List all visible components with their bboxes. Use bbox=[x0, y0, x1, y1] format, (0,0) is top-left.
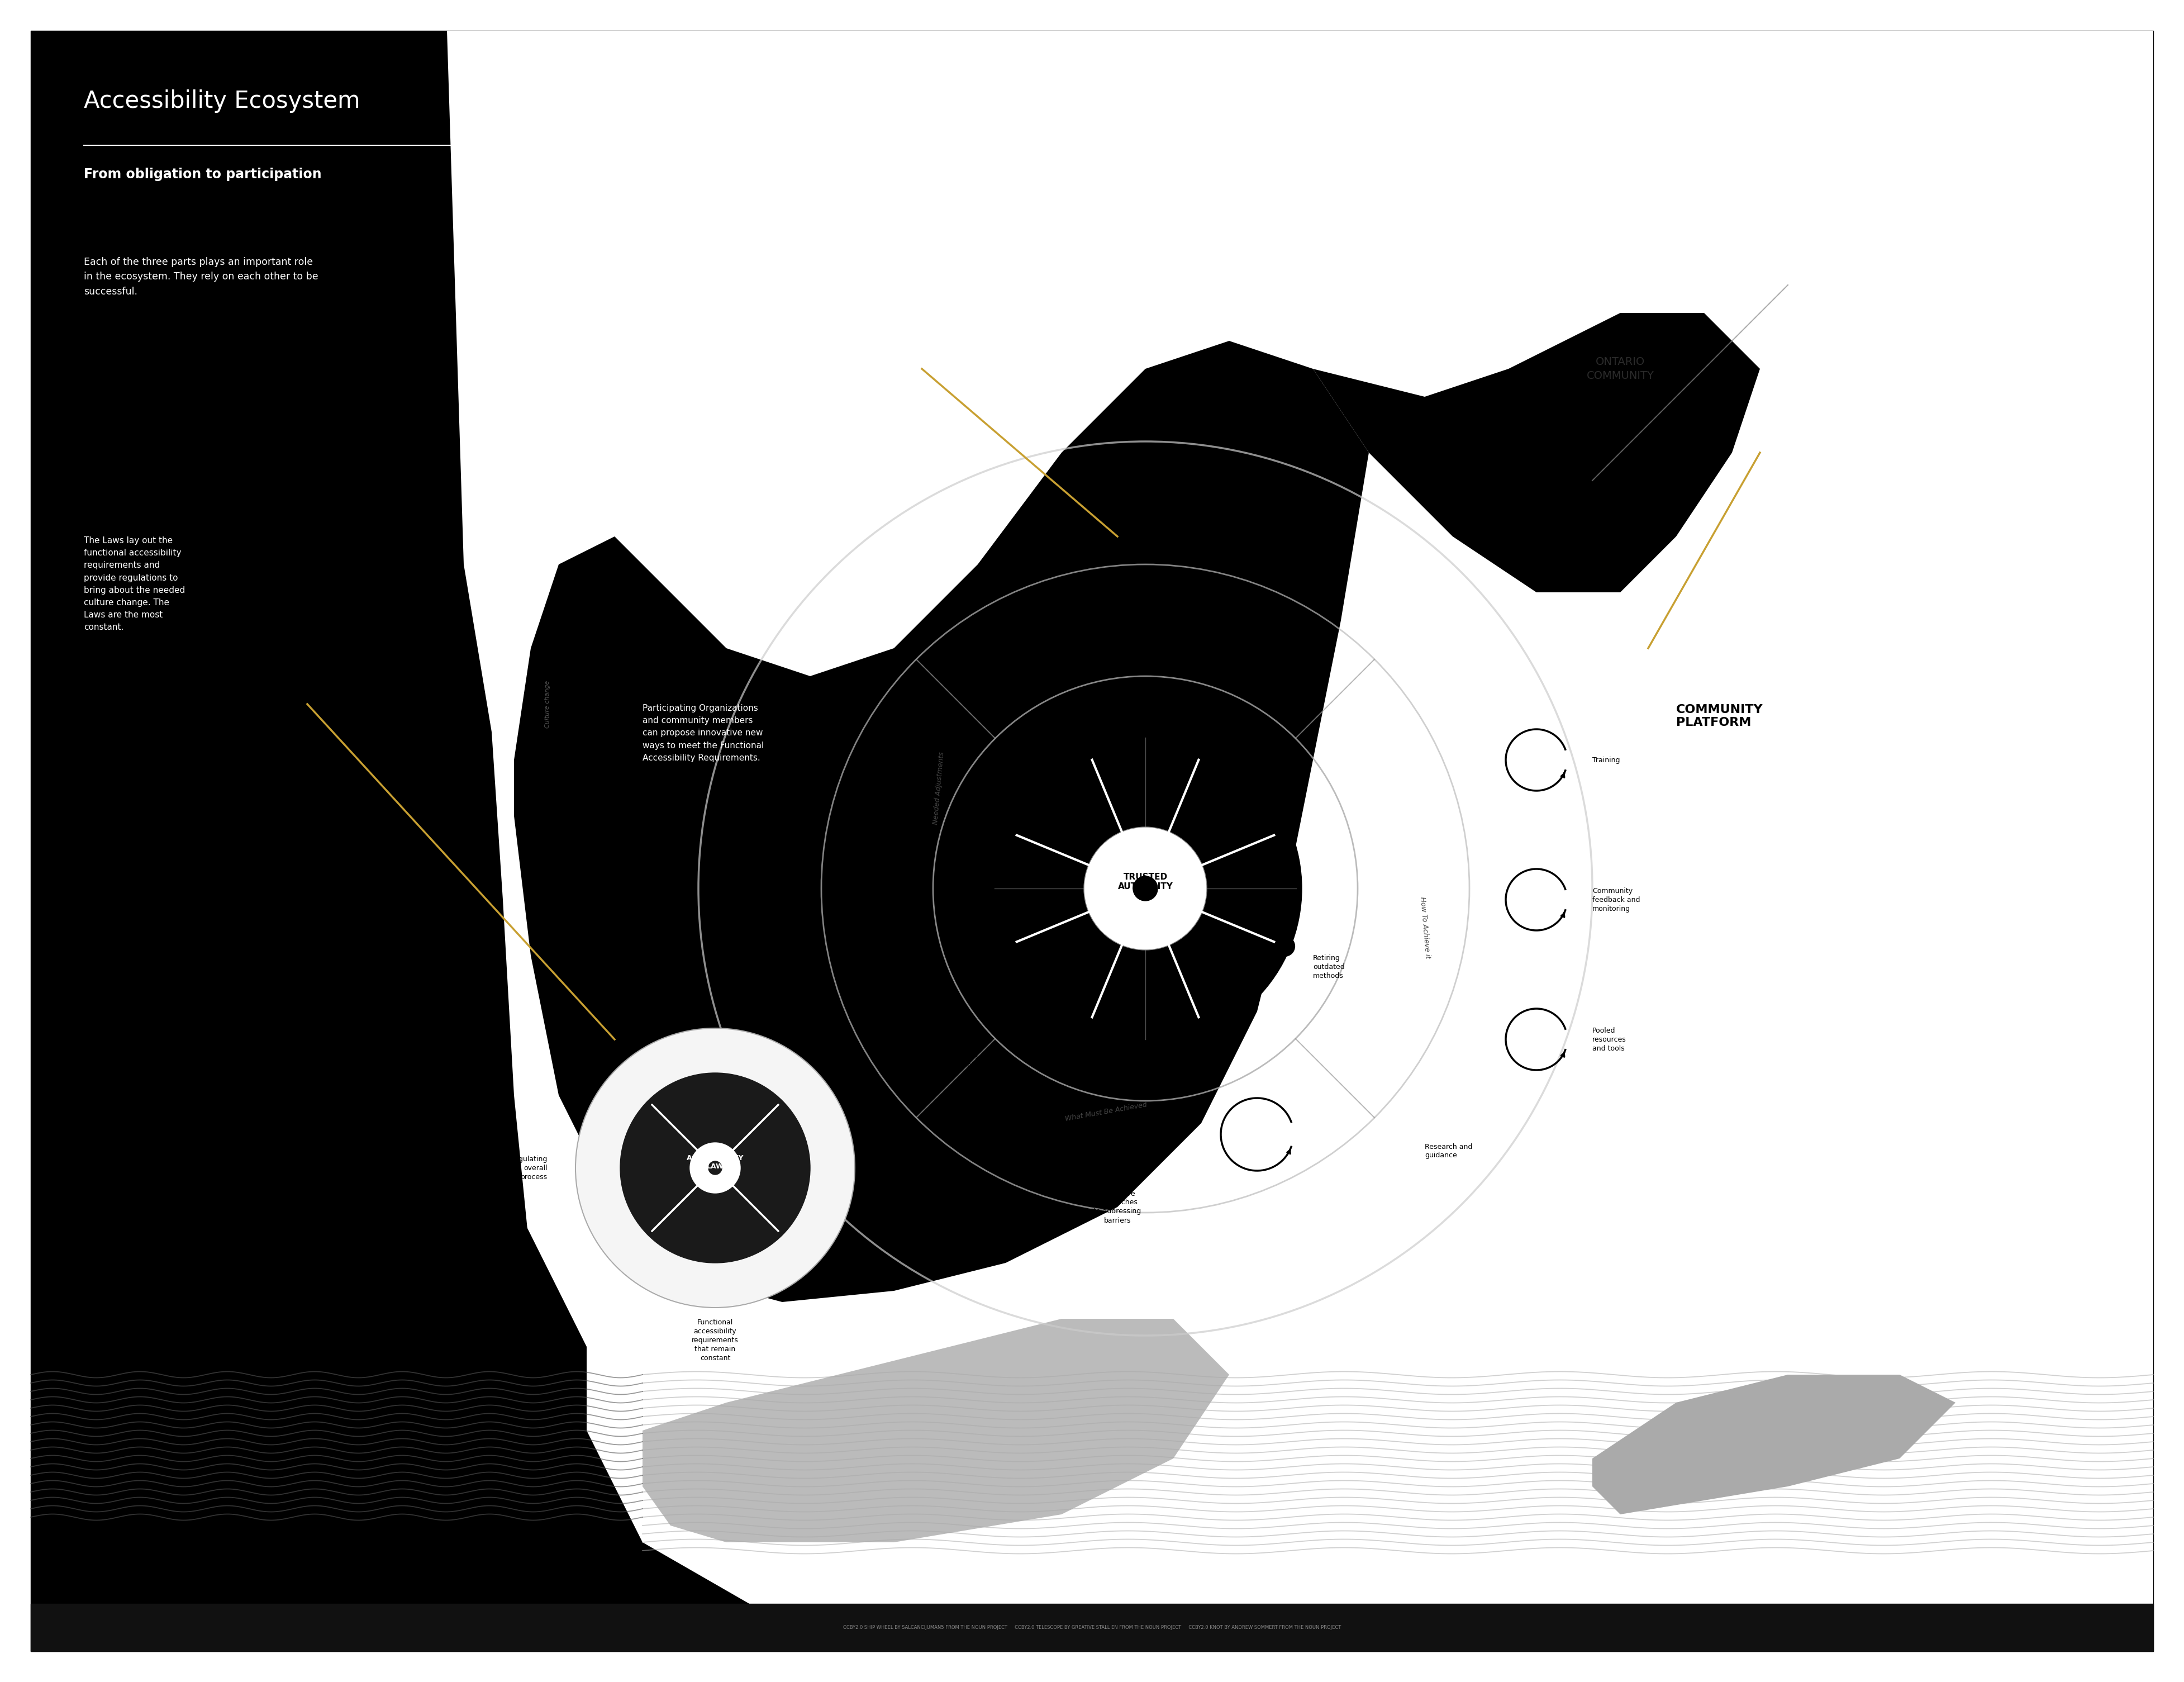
Text: The Trusted Authority is
responsible for keeping the
qualifying methods for
meet: The Trusted Authority is responsible for… bbox=[642, 341, 760, 449]
Text: Accessibility Ecosystem: Accessibility Ecosystem bbox=[83, 89, 360, 113]
Text: Functional
accessibility
requirements
that remain
constant: Functional accessibility requirements th… bbox=[692, 1319, 738, 1362]
Text: Retiring
outdated
methods: Retiring outdated methods bbox=[1313, 954, 1345, 979]
Circle shape bbox=[1083, 828, 1208, 950]
Circle shape bbox=[1192, 738, 1212, 759]
Circle shape bbox=[708, 1161, 723, 1174]
Circle shape bbox=[1077, 738, 1099, 759]
Circle shape bbox=[574, 1028, 854, 1307]
Circle shape bbox=[996, 937, 1016, 957]
Polygon shape bbox=[1592, 1374, 1955, 1514]
Text: Participating Organizations
and community members
can propose innovative new
way: Participating Organizations and communit… bbox=[642, 705, 764, 762]
Text: From obligation to participation: From obligation to participation bbox=[83, 168, 321, 182]
Text: Pooled
resources
and tools: Pooled resources and tools bbox=[1592, 1026, 1627, 1051]
Text: The Community Platform is
the place where new ideas,
tools, resources, training,: The Community Platform is the place wher… bbox=[1760, 341, 1878, 412]
Text: ACCESSIBILITY
LAW: ACCESSIBILITY LAW bbox=[686, 1154, 745, 1171]
Text: Training: Training bbox=[1592, 757, 1621, 764]
Text: ONTARIO
COMMUNITY: ONTARIO COMMUNITY bbox=[1586, 357, 1653, 382]
Polygon shape bbox=[448, 30, 2153, 1652]
Text: Regulating
overall
process: Regulating overall process bbox=[509, 1156, 548, 1181]
Text: The Laws lay out the
functional accessibility
requirements and
provide regulatio: The Laws lay out the functional accessib… bbox=[83, 537, 186, 632]
Bar bbox=[31, 1603, 2153, 1652]
Text: Culture change: Culture change bbox=[544, 680, 550, 728]
Text: What Must Be Achieved: What Must Be Achieved bbox=[1066, 1102, 1149, 1124]
Text: How To Achieve it: How To Achieve it bbox=[1417, 897, 1431, 959]
Text: Research and
guidance: Research and guidance bbox=[1424, 1144, 1472, 1159]
Circle shape bbox=[996, 821, 1016, 841]
Text: CCBY2.0 SHIP WHEEL BY SALCANCIJUMAN5 FROM THE NOUN PROJECT     CCBY2.0 TELESCOPE: CCBY2.0 SHIP WHEEL BY SALCANCIJUMAN5 FRO… bbox=[843, 1625, 1341, 1630]
Circle shape bbox=[989, 732, 1302, 1045]
Text: Qualifying
innovative
methods: Qualifying innovative methods bbox=[1241, 674, 1278, 700]
Circle shape bbox=[1275, 821, 1295, 841]
Circle shape bbox=[1192, 1018, 1212, 1038]
Text: Community
feedback and
monitoring: Community feedback and monitoring bbox=[1592, 886, 1640, 912]
Text: Measures that
bring about
long-term
culture change: Measures that bring about long-term cult… bbox=[782, 994, 834, 1028]
Polygon shape bbox=[642, 1319, 1230, 1542]
Polygon shape bbox=[1313, 313, 1760, 592]
Circle shape bbox=[620, 1073, 810, 1263]
Polygon shape bbox=[513, 341, 1369, 1302]
Polygon shape bbox=[31, 1179, 587, 1559]
Text: Ensuring tools
and resources
are available: Ensuring tools and resources are availab… bbox=[928, 1043, 978, 1068]
Text: Each of the three parts plays an important role
in the ecosystem. They rely on e: Each of the three parts plays an importa… bbox=[83, 257, 319, 296]
Circle shape bbox=[1077, 1018, 1099, 1038]
Text: TRUSTED
AUTHORITY: TRUSTED AUTHORITY bbox=[1118, 873, 1173, 891]
Text: Needed Adjustments: Needed Adjustments bbox=[933, 752, 946, 824]
Text: Innovative
approaches
to addressing
barriers: Innovative approaches to addressing barr… bbox=[1094, 1189, 1142, 1224]
Text: COMMUNITY
PLATFORM: COMMUNITY PLATFORM bbox=[1675, 705, 1762, 728]
Circle shape bbox=[690, 1142, 740, 1193]
Circle shape bbox=[1133, 876, 1158, 902]
Circle shape bbox=[1275, 937, 1295, 957]
Text: Responding
to changes
in context: Responding to changes in context bbox=[865, 876, 904, 902]
Text: Everyone in the community
has a role to play and can
benefit from participating : Everyone in the community has a role to … bbox=[1760, 537, 1880, 582]
